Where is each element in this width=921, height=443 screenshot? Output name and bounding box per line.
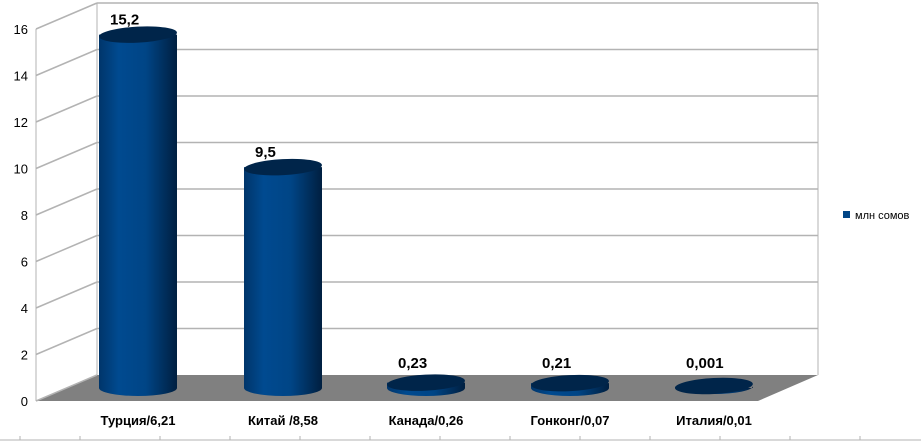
data-label: 0,21 <box>542 355 571 372</box>
bar-top <box>99 26 177 43</box>
bar-body <box>99 34 177 396</box>
bar-top <box>531 374 609 392</box>
bar-top <box>387 374 465 391</box>
x-category-label: Канада/0,26 <box>389 413 464 428</box>
side-gridline <box>35 327 98 356</box>
side-gridline <box>35 95 98 123</box>
bar <box>531 374 609 396</box>
bar-top <box>674 377 753 395</box>
y-tick-label: 8 <box>21 208 28 223</box>
y-tick-label: 10 <box>14 162 28 177</box>
side-gridline <box>35 234 98 263</box>
data-label: 15,2 <box>110 12 139 29</box>
side-gridline <box>35 188 98 216</box>
y-tick-label: 2 <box>21 348 28 363</box>
side-gridline <box>35 281 98 309</box>
legend: млн сомов <box>843 210 910 222</box>
bar <box>244 158 322 396</box>
x-category-label: Гонконг/0,07 <box>531 413 610 428</box>
side-gridline <box>35 2 98 30</box>
side-gridline <box>35 374 98 402</box>
data-label: 0,001 <box>686 355 724 372</box>
y-tick-label: 14 <box>14 69 28 84</box>
x-category-label: Китай /8,58 <box>248 413 318 428</box>
legend-label: млн сомов <box>855 210 910 222</box>
y-tick-label: 16 <box>14 22 28 37</box>
side-gridline <box>35 141 98 170</box>
y-tick-label: 0 <box>21 394 28 409</box>
bar-top <box>244 158 322 176</box>
bar <box>387 374 465 396</box>
y-tick-label: 6 <box>21 255 28 270</box>
data-label: 0,23 <box>398 355 427 372</box>
y-tick-label: 12 <box>14 115 28 130</box>
legend-swatch <box>843 211 850 218</box>
bar <box>674 377 753 395</box>
side-gridline <box>35 48 98 77</box>
y-tick-label: 4 <box>21 301 28 316</box>
bar <box>99 26 177 396</box>
x-category-label: Италия/0,01 <box>676 413 752 428</box>
data-label: 9,5 <box>255 144 276 161</box>
bar-body <box>244 167 322 396</box>
x-category-label: Турция/6,21 <box>101 413 176 428</box>
